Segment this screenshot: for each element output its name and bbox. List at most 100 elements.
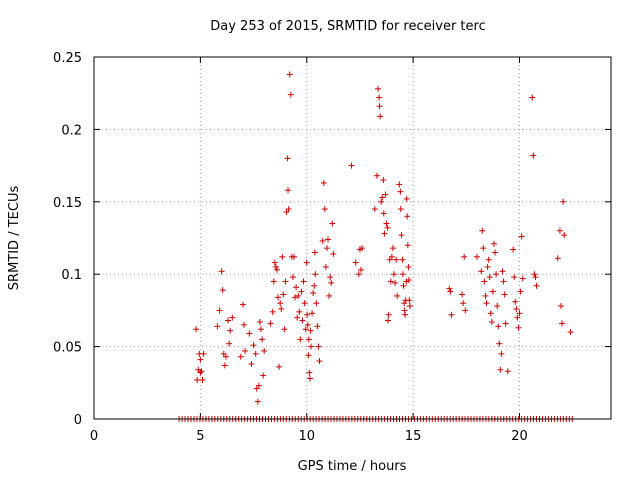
data-point <box>492 249 499 256</box>
data-point <box>260 372 267 379</box>
data-point <box>242 347 249 354</box>
data-point <box>328 279 335 286</box>
data-point <box>240 321 247 328</box>
data-point <box>567 329 574 336</box>
data-point <box>502 320 509 327</box>
data-point <box>316 358 323 365</box>
data-point <box>518 233 525 240</box>
data-point <box>330 250 337 257</box>
data-point <box>314 323 321 330</box>
data-point <box>298 288 305 295</box>
data-point <box>310 290 317 297</box>
data-point <box>533 282 540 289</box>
data-point <box>382 191 389 198</box>
data-point <box>289 274 296 281</box>
data-point <box>400 282 407 289</box>
data-point <box>531 271 538 278</box>
data-point <box>267 320 274 327</box>
data-point <box>556 227 563 234</box>
data-point <box>462 307 469 314</box>
data-point <box>495 323 502 330</box>
data-point <box>385 311 392 318</box>
data-point <box>278 305 285 312</box>
data-point <box>377 113 384 120</box>
data-point <box>305 336 312 343</box>
data-point <box>381 230 388 237</box>
data-point <box>510 246 517 253</box>
data-point <box>384 224 391 231</box>
data-point <box>327 274 334 281</box>
y-tick-label: 0.1 <box>61 268 82 283</box>
data-point <box>348 162 355 169</box>
data-point <box>376 94 383 101</box>
data-point <box>559 320 566 327</box>
data-point <box>560 198 567 205</box>
data-point <box>392 279 399 286</box>
data-point <box>315 343 322 350</box>
data-point <box>517 288 524 295</box>
data-point <box>388 253 395 260</box>
data-point <box>227 327 234 334</box>
y-tick-label: 0.25 <box>53 51 82 66</box>
data-point <box>319 237 326 244</box>
data-point <box>296 308 303 315</box>
data-point <box>303 259 310 266</box>
data-point <box>499 268 506 275</box>
data-point <box>226 340 233 347</box>
data-point <box>198 368 205 375</box>
data-point <box>311 249 318 256</box>
y-tick-label: 0.05 <box>53 341 82 356</box>
data-point <box>311 282 318 289</box>
x-tick-label: 5 <box>196 429 204 444</box>
data-point <box>519 275 526 282</box>
data-point <box>225 317 232 324</box>
data-point <box>273 266 280 273</box>
chart-title: Day 253 of 2015, SRMTID for receiver ter… <box>210 19 485 34</box>
data-point <box>250 342 257 349</box>
data-point <box>493 271 500 278</box>
data-point <box>248 360 255 367</box>
data-point <box>479 227 486 234</box>
grid-lines <box>94 57 611 419</box>
data-point <box>199 376 206 383</box>
data-point <box>326 292 333 299</box>
data-point <box>254 398 261 405</box>
data-point <box>406 303 413 310</box>
data-point <box>301 300 308 307</box>
data-point <box>482 292 489 299</box>
data-point <box>396 181 403 188</box>
data-point <box>276 363 283 370</box>
data-point <box>308 343 315 350</box>
data-point <box>295 292 302 299</box>
data-point <box>406 297 413 304</box>
data-point <box>294 314 301 321</box>
data-point <box>284 155 291 162</box>
data-point <box>404 242 411 249</box>
data-point <box>323 245 330 252</box>
x-tick-label: 20 <box>511 429 528 444</box>
data-point <box>200 350 207 357</box>
data-point <box>306 369 313 376</box>
data-point <box>321 206 328 213</box>
data-point <box>397 188 404 195</box>
data-point <box>447 288 454 295</box>
data-point <box>280 291 287 298</box>
data-point <box>329 220 336 227</box>
data-point <box>404 213 411 220</box>
data-point <box>488 318 495 325</box>
data-point <box>516 310 523 317</box>
data-point <box>500 278 507 285</box>
data-point <box>511 274 518 281</box>
data-point <box>269 308 276 315</box>
data-point <box>402 311 409 318</box>
data-point <box>558 303 565 310</box>
data-point <box>216 307 223 314</box>
data-point <box>221 362 228 369</box>
data-point <box>398 232 405 239</box>
data-point <box>359 245 366 252</box>
data-point <box>297 336 304 343</box>
data-point <box>513 305 520 312</box>
data-point <box>446 285 453 292</box>
data-point <box>305 352 312 359</box>
